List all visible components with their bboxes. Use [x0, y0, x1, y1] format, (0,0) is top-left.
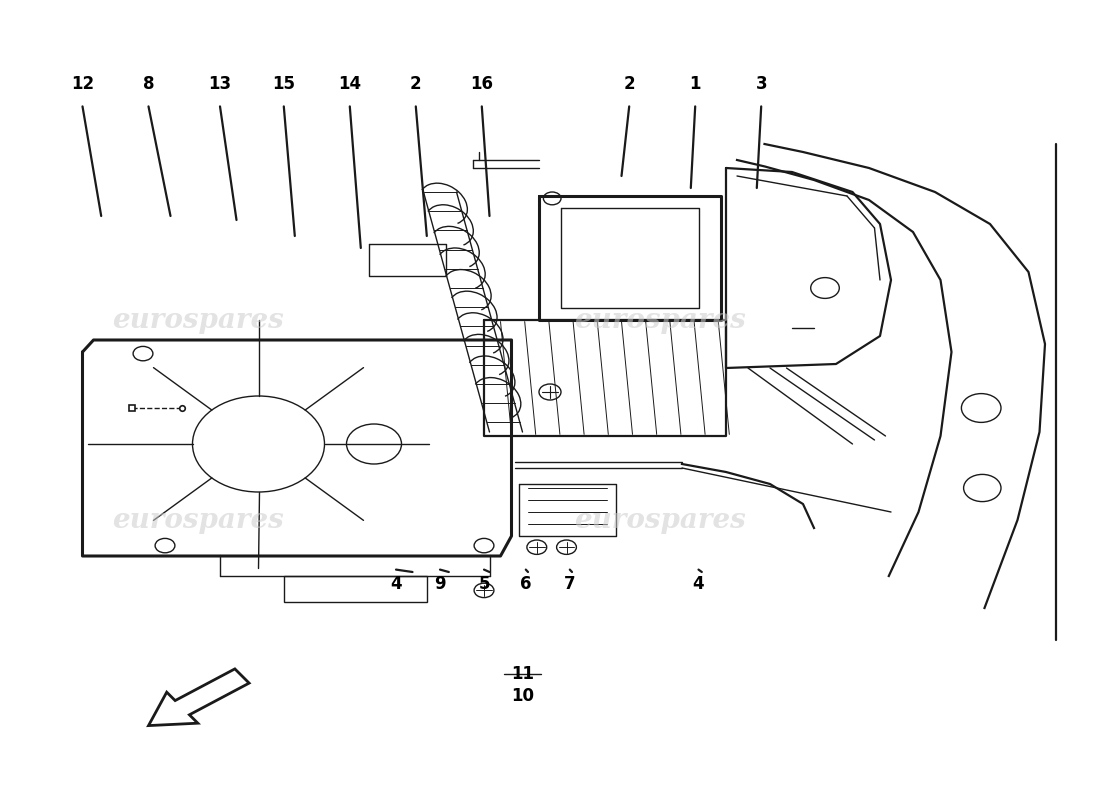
- Text: 16: 16: [471, 75, 493, 93]
- Text: 13: 13: [208, 75, 232, 93]
- Text: 7: 7: [564, 575, 575, 593]
- Text: 4: 4: [693, 575, 704, 593]
- Text: 9: 9: [434, 575, 446, 593]
- Text: 1: 1: [690, 75, 701, 93]
- Bar: [284, 576, 427, 602]
- Text: 4: 4: [390, 575, 402, 593]
- Text: eurospares: eurospares: [112, 506, 284, 534]
- Text: 2: 2: [624, 75, 635, 93]
- Text: 8: 8: [143, 75, 154, 93]
- FancyArrow shape: [148, 669, 249, 726]
- Text: 6: 6: [520, 575, 531, 593]
- Text: eurospares: eurospares: [574, 506, 746, 534]
- Text: 10: 10: [512, 687, 534, 705]
- Text: 15: 15: [273, 75, 295, 93]
- Text: 2: 2: [410, 75, 421, 93]
- Text: 11: 11: [512, 665, 534, 682]
- Text: 14: 14: [338, 75, 362, 93]
- Text: eurospares: eurospares: [574, 306, 746, 334]
- Text: 3: 3: [756, 75, 767, 93]
- Text: eurospares: eurospares: [112, 306, 284, 334]
- Text: 5: 5: [478, 575, 490, 593]
- Text: 12: 12: [70, 75, 95, 93]
